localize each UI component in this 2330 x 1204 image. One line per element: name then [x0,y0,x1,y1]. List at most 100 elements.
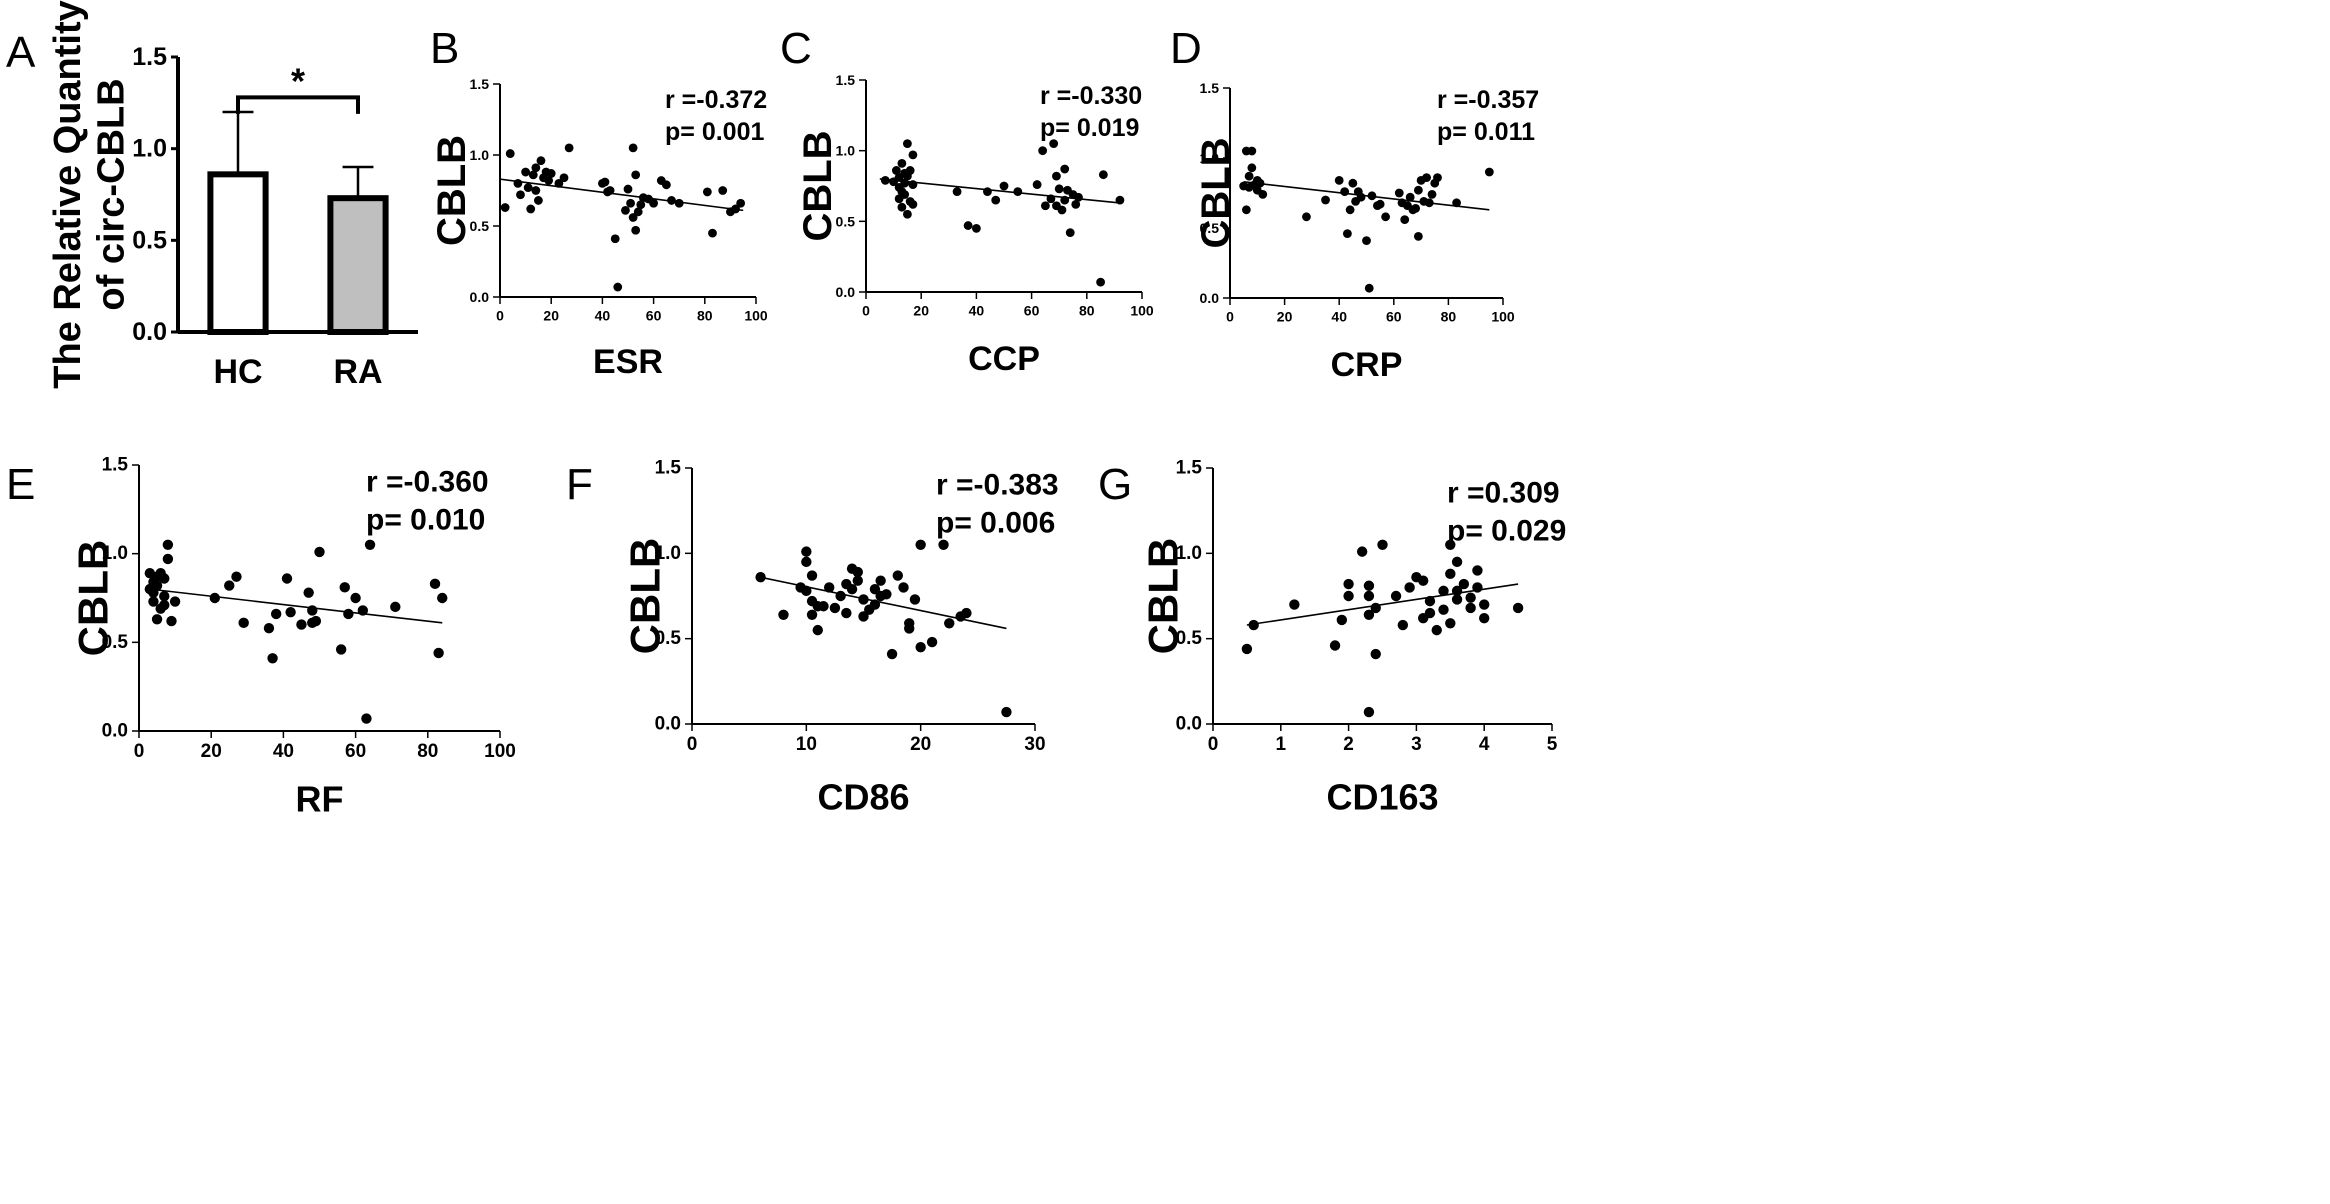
p-value: p= 0.006 [936,507,1055,540]
data-point [852,566,863,578]
data-point [1381,212,1391,222]
data-point [674,198,684,208]
panel-letter: D [1170,24,1202,73]
data-point [1445,618,1456,629]
data-point [1255,178,1265,188]
y-axis-title-line: The Relative Quantity [47,0,89,389]
data-point [858,611,869,622]
y-axis-title: CBLB [1194,137,1238,248]
data-point [718,186,728,195]
x-tick-label: 20 [913,302,929,318]
data-point [1342,229,1352,239]
significance-bracket [236,95,360,114]
data-point [1424,607,1436,619]
x-tick-label: 100 [484,741,516,762]
data-point [818,601,829,612]
data-point [1413,232,1423,241]
data-point [350,592,361,604]
data-point [1431,624,1442,636]
data-point [1363,609,1375,620]
data-point [1362,236,1371,246]
x-tick-label: 60 [646,307,662,323]
data-point [1071,199,1081,209]
x-tick-label: 30 [1024,734,1045,755]
data-point [1241,643,1253,655]
y-tick-label: 1.0 [132,135,167,163]
data-point [1363,590,1375,602]
data-point [429,578,441,590]
y-axis-title: The Relative Quantityof circ-CBLB [47,0,133,389]
data-point [938,539,949,550]
data-point [1241,205,1251,215]
data-point [903,139,912,149]
data-point [875,575,886,586]
y-tick-label: 0.5 [836,213,856,229]
data-point [1302,212,1311,222]
data-point [806,570,818,581]
data-point [1013,187,1023,197]
data-point [1375,199,1385,209]
x-tick-label: 20 [910,734,931,755]
data-point [1348,178,1358,188]
data-point [858,594,869,605]
data-point [159,599,170,611]
x-tick-label: 20 [543,307,559,323]
y-tick-label: 1.0 [655,543,681,564]
data-point [528,170,538,180]
data-point [303,587,314,598]
data-point [1258,190,1268,199]
p-value: p= 0.011 [1437,118,1535,146]
data-point [801,546,812,557]
data-point [900,178,910,188]
data-point [801,556,812,568]
x-tick-label: 0 [496,307,504,323]
data-point [869,583,881,595]
data-point [961,607,972,619]
data-point [999,181,1009,191]
x-tick-label: 20 [1277,308,1293,324]
p-value: p= 0.001 [665,118,764,146]
p-value: p= 0.029 [1447,515,1566,548]
data-point [904,618,915,629]
data-point [708,228,717,238]
x-tick-label: 40 [595,307,611,323]
x-axis-title: ESR [593,343,663,381]
data-point [1334,176,1344,185]
data-point [801,585,812,597]
y-tick-label: 0.5 [1200,220,1220,236]
data-point [1445,539,1456,550]
data-point [500,203,510,212]
data-point [364,539,376,550]
data-point [151,580,163,591]
data-point [1336,614,1348,626]
panel-g: G 0.0 0.5 1.0 1.5 0 1 2 3 4 5 CD163 CBLB r =0.309 p= 0… [1098,458,1566,818]
r-value: r =-0.330 [1040,82,1142,110]
data-point [891,166,901,175]
r-value: r =-0.357 [1437,86,1539,114]
data-point [1411,204,1421,213]
data-point [361,713,372,724]
data-point [531,186,541,195]
data-point [909,594,921,605]
data-point [1484,167,1494,177]
r-value: r =0.309 [1447,477,1560,510]
data-point [1452,198,1461,208]
data-point [166,615,177,627]
data-point [963,221,973,230]
data-point [314,546,325,558]
data-point [852,575,863,586]
data-point [778,609,789,620]
x-tick-label: 100 [1130,302,1154,318]
x-axis-title: RF [296,779,344,820]
data-point [159,591,170,602]
y-tick-label: 1.5 [1200,80,1220,96]
data-point [1057,205,1067,215]
data-point [1438,585,1449,597]
data-point [531,163,541,173]
data-point [1370,602,1381,614]
data-point [516,190,525,200]
data-point [1404,582,1415,593]
x-tick-label: 5 [1547,734,1558,755]
data-point [824,582,835,593]
data-point [1247,163,1257,173]
